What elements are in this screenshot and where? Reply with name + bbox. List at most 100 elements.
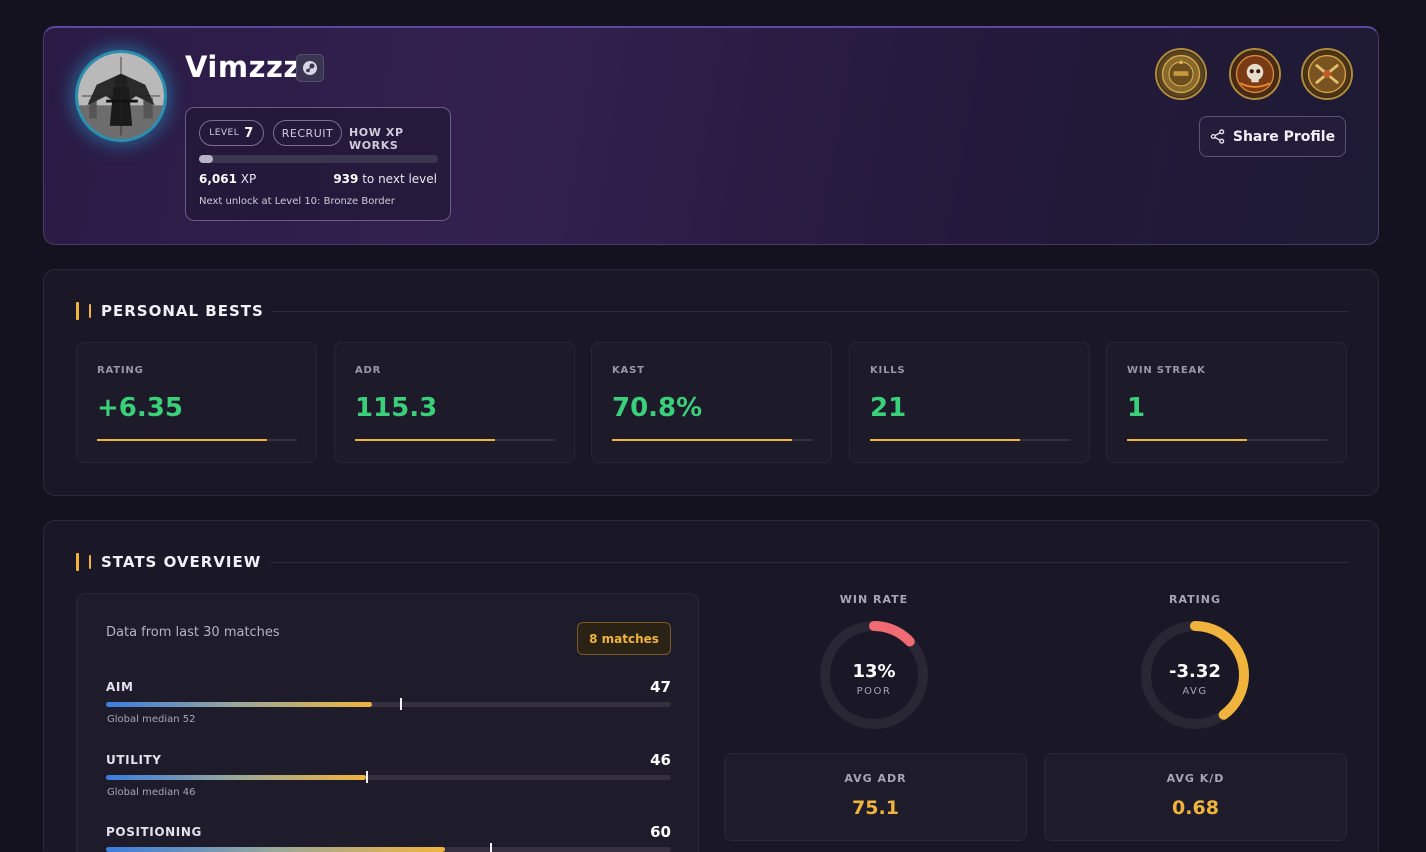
- best-bar: [612, 439, 812, 441]
- metric-bar: [106, 698, 671, 710]
- best-card: RATING +6.35: [76, 342, 317, 463]
- best-card: KAST 70.8%: [591, 342, 832, 463]
- next-unlock-text: Next unlock at Level 10: Bronze Border: [199, 196, 395, 207]
- best-bar: [1127, 439, 1327, 441]
- season-medal-icon[interactable]: [1155, 48, 1207, 100]
- best-label: KAST: [612, 365, 645, 376]
- metric-bar: [106, 843, 671, 852]
- share-profile-button[interactable]: Share Profile: [1199, 116, 1346, 157]
- xp-to-next: 939 to next level: [333, 172, 437, 186]
- best-card: KILLS 21: [849, 342, 1090, 463]
- stat-label: AVG ADR: [844, 772, 907, 785]
- gauge-value: -3.32: [1169, 661, 1221, 682]
- metric-bar: [106, 771, 671, 783]
- steam-icon[interactable]: [296, 54, 324, 82]
- metrics-panel: Data from last 30 matches 8 matches AIM …: [76, 593, 699, 852]
- data-range-text: Data from last 30 matches: [106, 625, 280, 640]
- personal-bests-header: PERSONAL BESTS: [76, 302, 264, 320]
- rating-gauge: RATING -3.32 AVG: [1095, 593, 1295, 732]
- best-label: KILLS: [870, 365, 906, 376]
- best-bar: [870, 439, 1070, 441]
- rank-badge: RECRUIT: [273, 120, 342, 146]
- xp-to-next-value: 939: [333, 172, 359, 186]
- gauge-label: RATING: [1169, 593, 1221, 606]
- metric-bar-fill: [106, 702, 372, 707]
- accent-bar: [76, 302, 79, 320]
- stat-value: 0.68: [1172, 797, 1219, 819]
- median-marker: [399, 698, 402, 710]
- section-title: STATS OVERVIEW: [101, 553, 262, 571]
- rating-arc: [1141, 621, 1249, 729]
- accent-bar-thin: [89, 555, 91, 569]
- profile-header: Vimzzz LEVEL 7 RECRUIT HOW XP WORKS 6,06…: [43, 26, 1379, 245]
- metric-value: 60: [650, 823, 671, 841]
- metric-name: POSITIONING: [106, 825, 202, 839]
- gauge-value: 13%: [852, 661, 895, 682]
- xp-total: 6,061 XP: [199, 172, 256, 186]
- best-label: ADR: [355, 365, 382, 376]
- personal-bests-section: PERSONAL BESTS RATING +6.35 ADR 115.3 KA…: [43, 269, 1379, 496]
- best-bar-fill: [355, 439, 495, 441]
- rating-ring: -3.32 AVG: [1141, 621, 1249, 729]
- median-label: Global median 46: [107, 787, 196, 798]
- accent-bar: [76, 553, 79, 571]
- gauge-sub: AVG: [1182, 686, 1207, 697]
- best-bar-fill: [612, 439, 792, 441]
- best-bar-fill: [1127, 439, 1247, 441]
- best-bar: [97, 439, 297, 441]
- how-xp-works-link[interactable]: HOW XP WORKS: [349, 126, 404, 152]
- median-marker: [365, 771, 368, 783]
- win-rate-gauge: WIN RATE 13% POOR: [774, 593, 974, 732]
- section-title: PERSONAL BESTS: [101, 302, 264, 320]
- metric-bar-fill: [106, 847, 445, 852]
- avg-adr-box: AVG ADR 75.1: [724, 753, 1027, 841]
- divider: [270, 562, 1348, 563]
- gauge-label: WIN RATE: [839, 593, 909, 606]
- stats-overview-section: STATS OVERVIEW Data from last 30 matches…: [43, 520, 1379, 852]
- xp-unit: XP: [240, 172, 257, 186]
- best-label: RATING: [97, 365, 144, 376]
- best-bar-fill: [97, 439, 267, 441]
- best-value: 1: [1127, 393, 1146, 423]
- median-marker: [490, 843, 493, 852]
- share-icon: [1210, 129, 1225, 144]
- gauge-sub: POOR: [857, 686, 892, 697]
- best-card: WIN STREAK 1: [1106, 342, 1347, 463]
- xp-to-next-label: to next level: [362, 172, 437, 186]
- win-rate-ring: 13% POOR: [820, 621, 928, 729]
- best-label: WIN STREAK: [1127, 365, 1206, 376]
- stats-overview-header: STATS OVERVIEW: [76, 553, 261, 571]
- level-pill: LEVEL 7: [199, 120, 264, 146]
- skull-medal-icon[interactable]: [1229, 48, 1281, 100]
- xp-progress-fill: [199, 155, 214, 163]
- matches-badge[interactable]: 8 matches: [577, 622, 671, 655]
- metric-name: AIM: [106, 680, 134, 694]
- divider: [272, 311, 1348, 312]
- best-value: 70.8%: [612, 393, 703, 423]
- best-value: 21: [870, 393, 907, 423]
- avg-kd-box: AVG K/D 0.68: [1044, 753, 1347, 841]
- metric-value: 46: [650, 751, 671, 769]
- stat-label: AVG K/D: [1166, 772, 1225, 785]
- username: Vimzzz: [185, 50, 301, 84]
- metric-name: UTILITY: [106, 753, 162, 767]
- share-profile-label: Share Profile: [1232, 128, 1336, 145]
- avatar[interactable]: [75, 50, 167, 142]
- accent-bar-thin: [89, 304, 91, 318]
- best-value: +6.35: [97, 393, 183, 423]
- angel-with-gun-avatar-icon: [78, 53, 164, 139]
- best-value: 115.3: [355, 393, 438, 423]
- best-bar-fill: [870, 439, 1020, 441]
- level-label: LEVEL: [209, 128, 240, 138]
- xp-progress-bar: [199, 155, 438, 163]
- xp-value: 6,061: [199, 172, 237, 186]
- win-rate-arc: [820, 621, 928, 729]
- metric-value: 47: [650, 678, 671, 696]
- level-value: 7: [244, 125, 254, 141]
- metric-bar-fill: [106, 775, 366, 780]
- level-panel: LEVEL 7 RECRUIT HOW XP WORKS 6,061 XP 93…: [185, 107, 451, 221]
- best-card: ADR 115.3: [334, 342, 575, 463]
- median-label: Global median 52: [107, 714, 196, 725]
- stat-value: 75.1: [852, 797, 899, 819]
- crossed-guns-medal-icon[interactable]: [1301, 48, 1353, 100]
